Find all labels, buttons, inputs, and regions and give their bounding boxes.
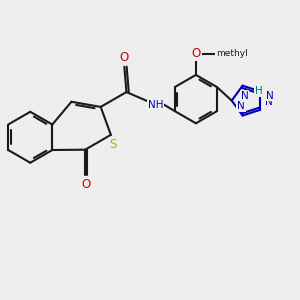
Text: O: O — [82, 178, 91, 191]
Text: N: N — [266, 91, 274, 100]
Text: O: O — [192, 47, 201, 60]
Text: methyl: methyl — [216, 49, 248, 58]
Text: O: O — [120, 51, 129, 64]
Text: N: N — [265, 97, 272, 107]
Text: NH: NH — [148, 100, 163, 110]
Text: N: N — [241, 91, 249, 101]
Text: S: S — [109, 138, 117, 151]
Text: H: H — [255, 86, 262, 96]
Text: N: N — [237, 101, 245, 111]
